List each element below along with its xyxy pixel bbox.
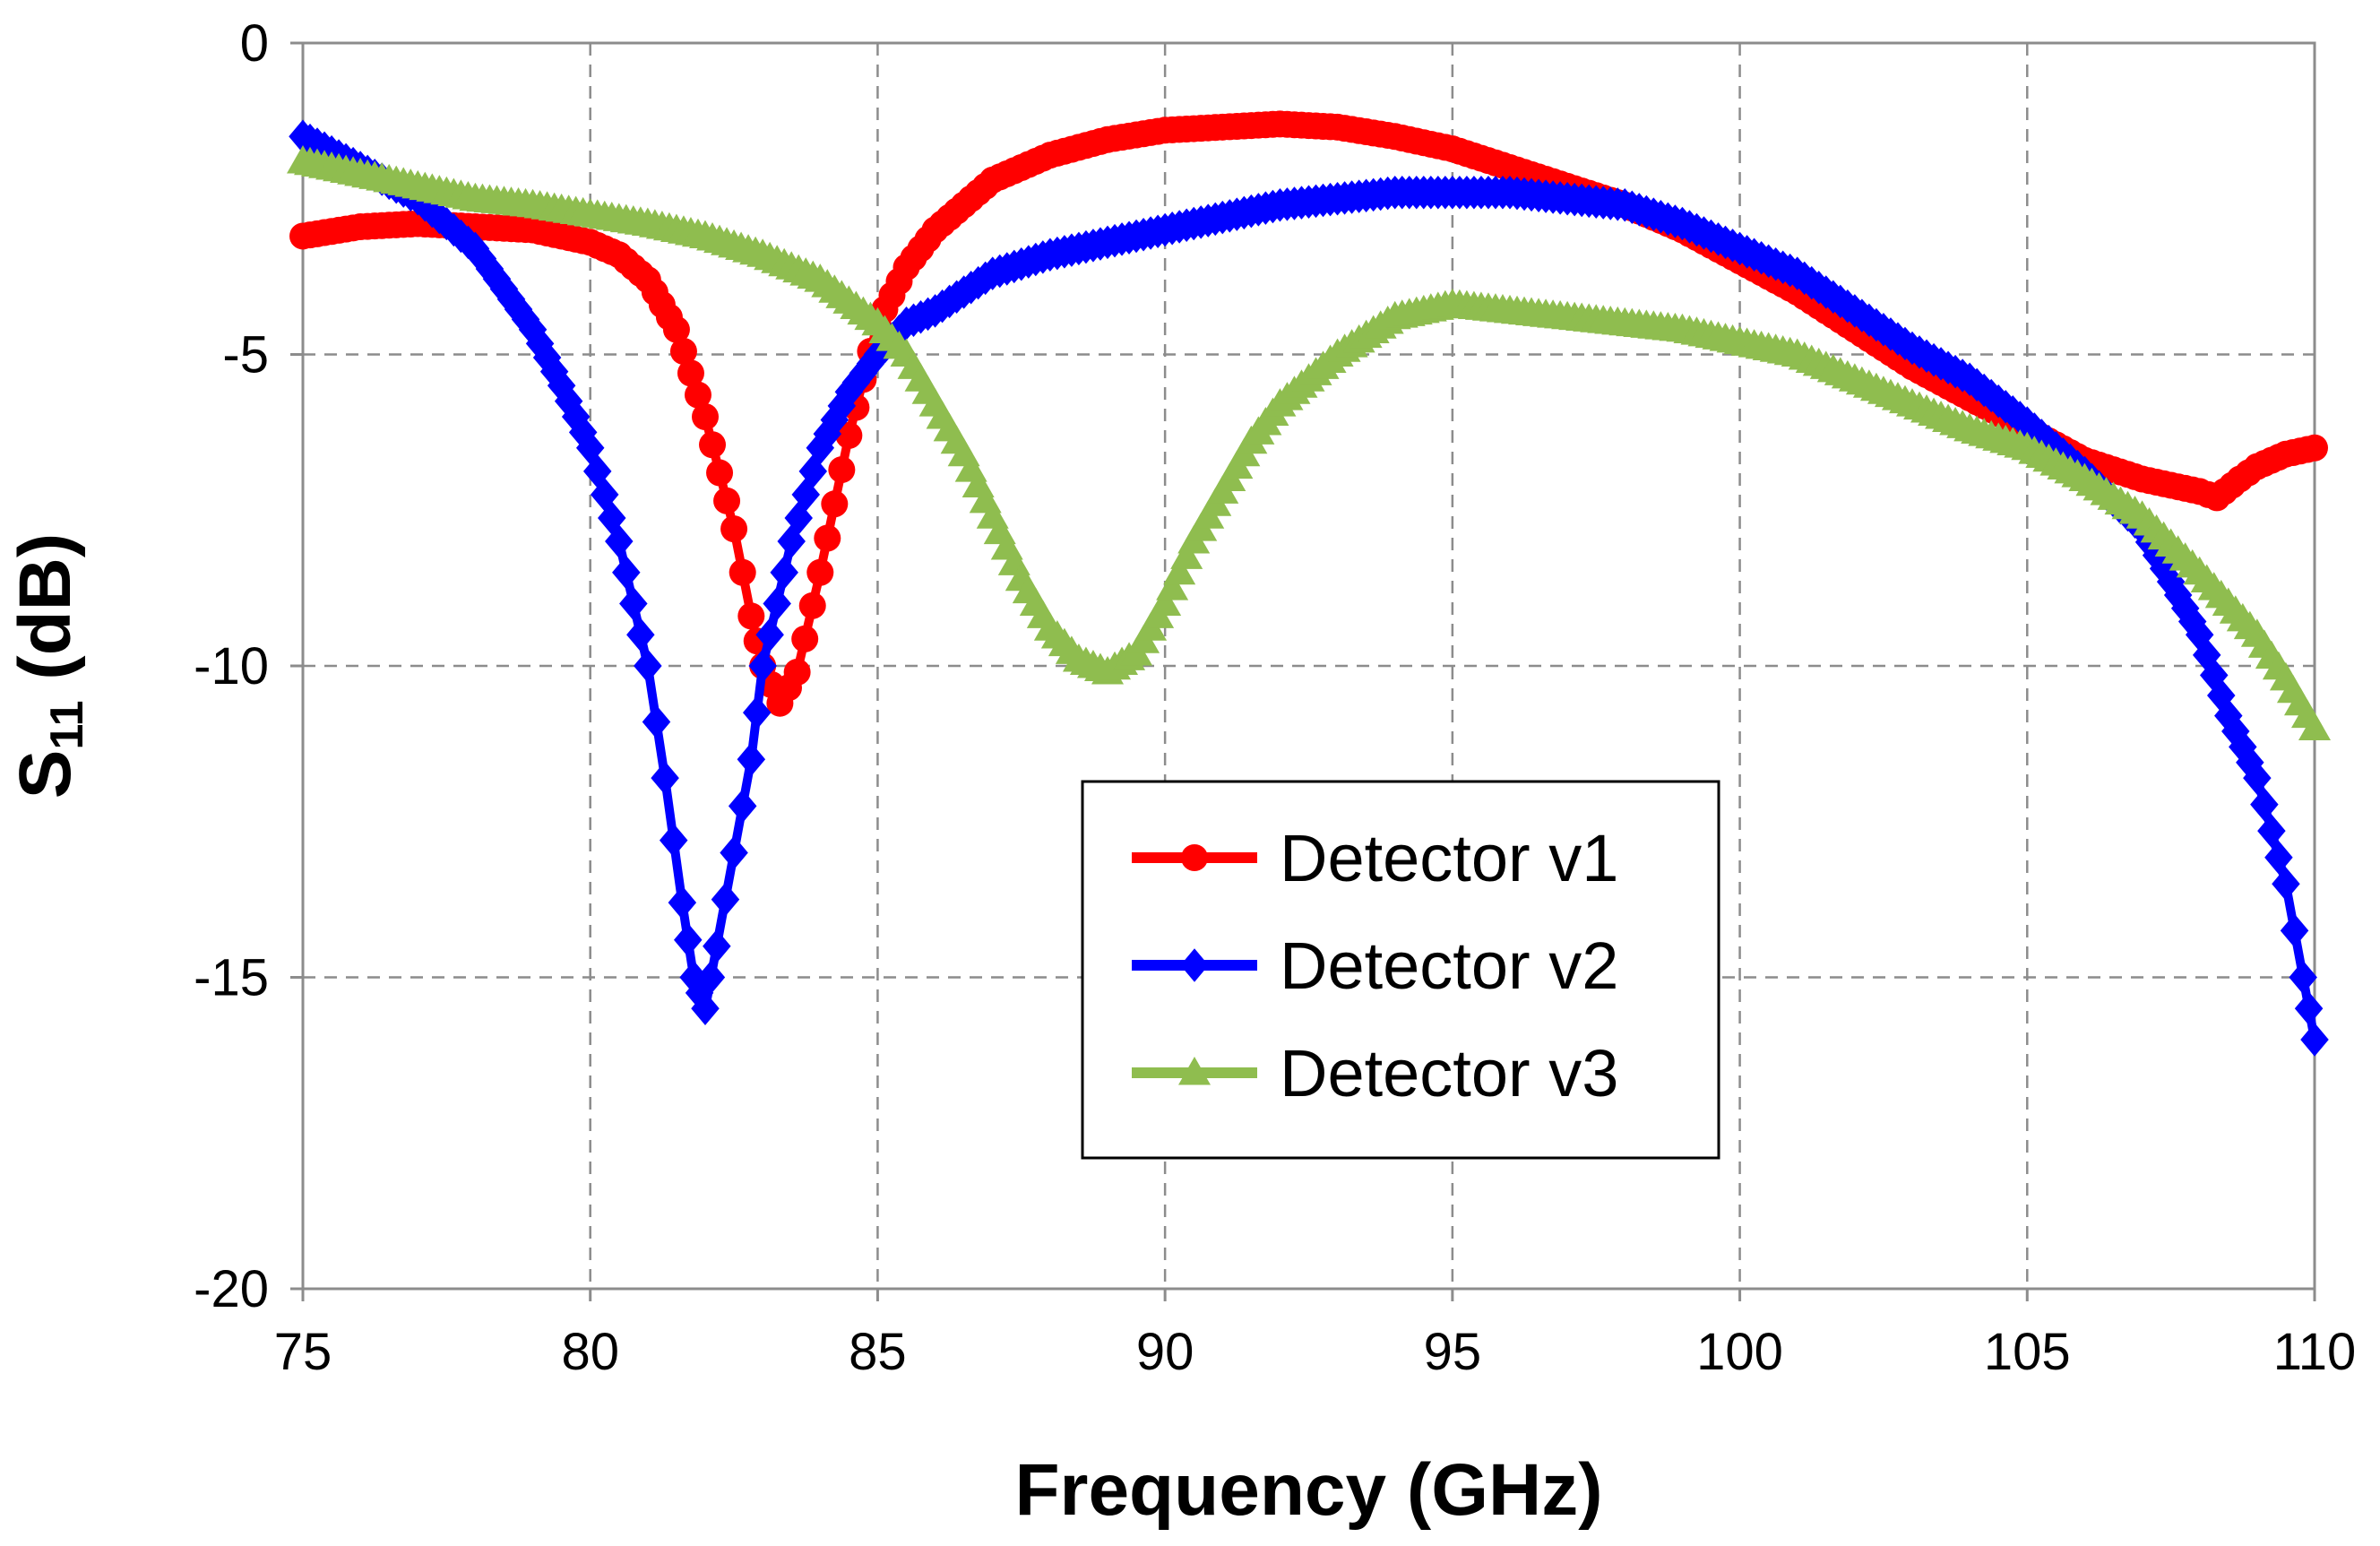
data-point-marker xyxy=(2289,960,2317,995)
y-axis-title: S11 (dB) xyxy=(4,533,93,799)
x-tick-label: 95 xyxy=(1424,1323,1482,1381)
y-tick-label: -20 xyxy=(194,1260,269,1318)
data-point-marker xyxy=(626,618,655,652)
data-point-marker xyxy=(742,695,772,730)
series-detector-v3 xyxy=(287,145,2331,740)
data-point-marker xyxy=(2294,991,2324,1025)
data-point-marker xyxy=(2250,787,2279,822)
data-point-marker xyxy=(619,586,648,621)
legend: Detector v1 Detector v2 Detector v3 xyxy=(1081,780,1720,1160)
data-point-marker xyxy=(692,403,719,430)
legend-entry: Detector v2 xyxy=(1132,928,1618,1003)
legend-marker-swatch xyxy=(1178,1057,1211,1085)
data-point-marker xyxy=(791,625,819,652)
x-tick-label: 80 xyxy=(561,1323,619,1381)
data-point-marker xyxy=(783,658,811,686)
data-point-marker xyxy=(748,649,777,683)
data-point-marker xyxy=(835,421,863,449)
data-point-marker xyxy=(2280,913,2309,948)
data-point-marker xyxy=(713,487,741,514)
legend-entry: Detector v3 xyxy=(1132,1036,1618,1110)
data-point-marker xyxy=(699,431,727,459)
data-point-marker xyxy=(806,558,834,586)
data-point-marker xyxy=(677,359,704,387)
legend-label: Detector v3 xyxy=(1280,1036,1618,1110)
y-tick-label: -10 xyxy=(194,637,269,695)
x-tick-label: 100 xyxy=(1696,1323,1783,1381)
data-point-marker xyxy=(728,789,757,824)
data-point-marker xyxy=(674,923,703,957)
data-point-marker xyxy=(642,704,671,739)
data-point-marker xyxy=(770,556,798,590)
data-point-marker xyxy=(1163,556,1196,585)
data-point-marker xyxy=(737,742,766,776)
data-point-marker xyxy=(814,524,841,552)
data-point-marker xyxy=(703,929,731,963)
data-point-marker xyxy=(1149,587,1182,616)
legend-label: Detector v1 xyxy=(1280,821,1618,895)
data-point-marker xyxy=(691,991,720,1025)
data-point-marker xyxy=(2300,1023,2329,1057)
y-axis-title-subscript: 11 xyxy=(41,701,93,750)
data-point-marker xyxy=(828,456,856,484)
legend-label: Detector v2 xyxy=(1280,928,1618,1003)
data-point-marker xyxy=(684,381,711,409)
data-point-marker xyxy=(720,835,748,870)
data-point-marker xyxy=(729,558,756,586)
data-point-marker xyxy=(720,515,748,543)
data-point-marker xyxy=(737,602,765,630)
data-point-marker xyxy=(668,885,697,920)
x-tick-label: 105 xyxy=(1984,1323,2071,1381)
x-tick-label: 90 xyxy=(1136,1323,1194,1381)
data-point-marker xyxy=(2243,761,2272,795)
data-point-marker xyxy=(755,618,784,652)
data-point-marker xyxy=(2257,814,2286,848)
y-tick-label: 0 xyxy=(240,14,269,73)
data-point-marker xyxy=(1156,572,1189,600)
data-point-marker xyxy=(1170,540,1203,569)
x-tick-label: 110 xyxy=(2273,1323,2356,1381)
legend-marker-swatch xyxy=(1180,948,1209,982)
data-point-marker xyxy=(711,882,740,917)
data-point-marker xyxy=(706,459,734,487)
data-point-marker xyxy=(659,823,688,858)
data-point-marker xyxy=(696,960,726,995)
data-point-marker xyxy=(612,556,641,590)
data-point-marker xyxy=(669,338,697,366)
y-axis-title-unit: (dB) xyxy=(4,533,86,701)
y-axis-title-main: S xyxy=(4,749,86,799)
data-point-marker xyxy=(798,592,826,619)
data-point-marker xyxy=(634,649,662,683)
data-series xyxy=(287,110,2331,1057)
data-point-marker xyxy=(605,524,634,558)
data-point-marker xyxy=(763,586,791,621)
axes: 75 80 85 90 95 100 105 110 0 -5 -10 -15 -20 xyxy=(194,14,2356,1381)
y-tick-label: -5 xyxy=(222,326,269,384)
x-tick-label: 85 xyxy=(849,1323,907,1381)
x-axis-title: Frequency (GHz) xyxy=(1014,1449,1602,1531)
data-point-marker xyxy=(2298,712,2331,740)
legend-marker-swatch xyxy=(1181,844,1208,871)
data-point-marker xyxy=(662,315,690,343)
data-point-marker xyxy=(821,490,849,518)
data-point-marker xyxy=(2264,840,2293,875)
x-tick-label: 75 xyxy=(274,1323,332,1381)
y-tick-label: -15 xyxy=(194,949,269,1007)
legend-entry: Detector v1 xyxy=(1132,821,1618,895)
data-point-marker xyxy=(2272,867,2300,901)
data-point-marker xyxy=(651,761,679,795)
data-point-marker xyxy=(2301,434,2328,462)
